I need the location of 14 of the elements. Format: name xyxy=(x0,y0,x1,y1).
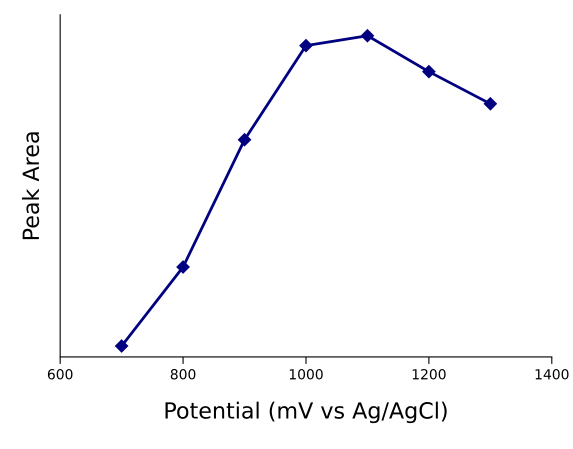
x-tick-label: 600 xyxy=(48,369,72,380)
x-tick-label: 800 xyxy=(170,369,196,380)
point xyxy=(299,39,313,52)
point xyxy=(115,339,128,353)
point xyxy=(176,260,190,274)
x-axis-title: Potential (mV vs Ag/AgCl) xyxy=(166,402,447,424)
x-tick-label: 1400 xyxy=(536,369,569,380)
point xyxy=(422,65,436,78)
x-tick-label: 1200 xyxy=(412,369,446,380)
y-axis-title: Peak Area xyxy=(22,132,40,240)
point xyxy=(238,133,252,146)
x-tick-label: 1000 xyxy=(290,369,323,380)
point xyxy=(484,97,497,110)
point xyxy=(360,29,374,42)
